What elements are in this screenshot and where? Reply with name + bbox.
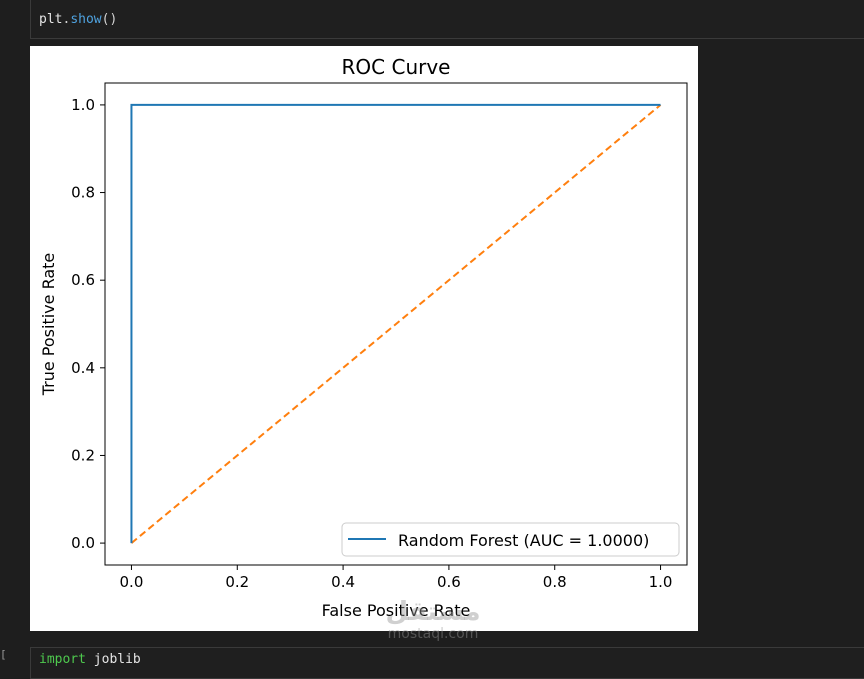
y-axis-ticks: 0.0 0.2 0.4 0.6 0.8 1.0 [71,96,105,552]
code-cell-import-joblib[interactable]: import joblib [30,647,864,679]
series-line-diagonal [130,104,662,544]
code-token-plt: plt [39,12,63,27]
y-tick-label: 0.4 [71,359,95,377]
code-cell-plt-show[interactable]: plt.show() [30,0,864,39]
code-token-show: show [70,12,102,27]
watermark-arabic: مستقل [385,597,481,627]
cell-output-plot: ROC Curve 0.0 0.2 0.4 0.6 0.8 1.0 0.0 0.2 0.4 0.… [30,46,698,631]
legend: Random Forest (AUC = 1.0000) [341,522,680,557]
x-tick-label: 0.4 [331,573,355,591]
execution-count: [ [0,648,7,661]
roc-chart: ROC Curve 0.0 0.2 0.4 0.6 0.8 1.0 0.00.20.40.… [39,55,688,620]
code-line[interactable]: import joblib [39,652,141,667]
y-tick-label: 1.0 [71,96,95,114]
x-tick-label: 0.2 [225,573,249,591]
legend-box [341,522,680,557]
x-tick-label: 1.0 [649,573,673,591]
x-axis-label: False Positive Rate [322,601,471,620]
legend-label-random-forest: Random Forest (AUC = 1.0000) [398,531,649,550]
code-token-joblib: joblib [85,652,141,667]
series-line-random-forest [130,103,661,544]
x-tick-label: 0.6 [437,573,461,591]
code-token-dot: . [62,12,71,27]
code-line[interactable]: plt.show() [39,12,117,27]
y-tick-label: 0.2 [71,446,95,464]
x-axis-ticks: 0.0 0.2 0.4 0.6 0.8 1.0 [120,565,673,591]
y-tick-label: 0.0 [71,534,95,552]
code-token-parens: () [101,12,118,27]
y-tick-label: 0.6 [71,271,95,289]
code-token-import: import [39,652,86,667]
watermark: مستقل mostaql.com [368,598,498,642]
x-tick-label: 0.0 [120,573,144,591]
y-axis-label: True Positive Rate [39,253,58,397]
series-group [130,103,662,544]
y-tick-label: 0.8 [71,184,95,202]
chart-title: ROC Curve [342,55,451,79]
x-tick-label: 0.8 [543,573,567,591]
watermark-latin: mostaql.com [387,626,479,642]
